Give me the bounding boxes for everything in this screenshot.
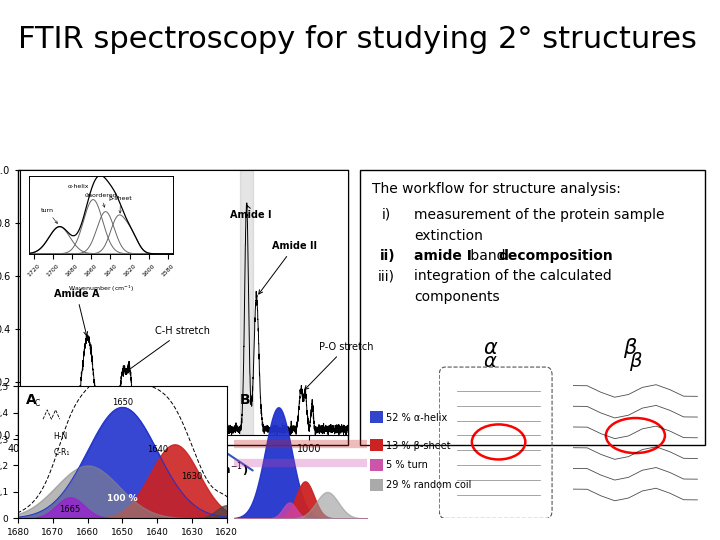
Text: amide I: amide I (414, 249, 472, 263)
Text: band: band (466, 249, 510, 263)
Text: 13 % β-sheet: 13 % β-sheet (386, 441, 451, 451)
Text: α: α (483, 338, 497, 358)
Text: P-O stretch: P-O stretch (305, 342, 374, 389)
X-axis label: Wavenumber (cm$^{-1}$): Wavenumber (cm$^{-1}$) (68, 284, 134, 294)
Text: unordered: unordered (84, 193, 117, 207)
Bar (370, 439, 383, 451)
Text: C-R₁: C-R₁ (53, 448, 70, 457)
Text: The workflow for structure analysis:: The workflow for structure analysis: (372, 182, 621, 196)
Text: ii): ii) (380, 249, 395, 263)
Text: B: B (239, 393, 250, 407)
Text: measurement of the protein sample: measurement of the protein sample (414, 208, 665, 222)
Text: C: C (35, 399, 40, 408)
Text: 52 % α-helix: 52 % α-helix (386, 413, 447, 423)
Text: integration of the calculated: integration of the calculated (414, 269, 612, 283)
Text: turn: turn (40, 208, 58, 224)
Text: H-N: H-N (53, 432, 68, 441)
Bar (370, 411, 383, 423)
Bar (370, 459, 383, 471)
Text: i): i) (382, 208, 391, 222)
Text: 1665: 1665 (60, 505, 81, 514)
Text: Amide II: Amide II (258, 241, 317, 294)
Text: 5 % turn: 5 % turn (386, 461, 428, 470)
Text: α: α (484, 352, 496, 371)
Text: components: components (414, 290, 500, 304)
Text: 1630: 1630 (181, 472, 202, 481)
Text: iii): iii) (378, 269, 395, 283)
Text: Amide I: Amide I (230, 206, 271, 220)
Bar (240, 170, 253, 435)
Text: C-H stretch: C-H stretch (127, 326, 210, 372)
Text: 100 %: 100 % (107, 494, 138, 503)
Text: α-helix: α-helix (67, 184, 91, 196)
Text: β-sheet: β-sheet (109, 195, 132, 213)
Text: extinction: extinction (414, 229, 483, 243)
Text: FTIR spectroscopy for studying 2° structures: FTIR spectroscopy for studying 2° struct… (18, 25, 697, 54)
Bar (370, 479, 383, 491)
Text: Amide A: Amide A (54, 289, 99, 336)
X-axis label: Wavenumber (cm$^{-1}$): Wavenumber (cm$^{-1}$) (120, 460, 248, 478)
Text: A: A (27, 393, 37, 407)
Text: decomposition: decomposition (498, 249, 613, 263)
Text: 1640: 1640 (147, 446, 168, 454)
Text: 29 % random coil: 29 % random coil (386, 480, 471, 490)
Text: β: β (629, 352, 642, 371)
Text: 1650: 1650 (112, 397, 133, 407)
Text: β: β (624, 338, 636, 358)
